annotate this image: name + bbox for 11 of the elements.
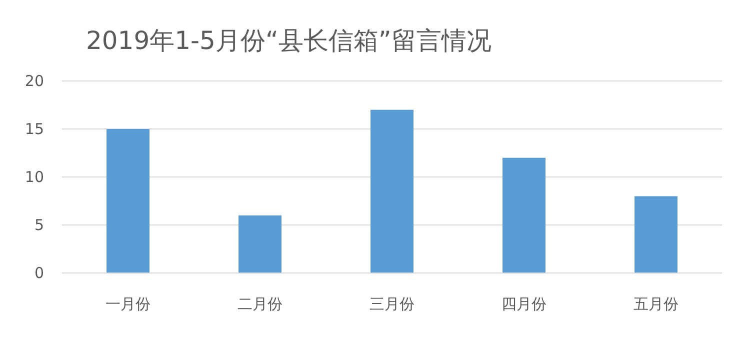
xtick: 二月份 [238, 295, 282, 313]
xtick: 四月份 [502, 295, 546, 313]
xtick: 五月份 [634, 295, 678, 313]
ytick: 5 [34, 216, 44, 234]
title: 2019年1-5月份“县长信箱”留言情况 [86, 26, 492, 55]
ytick: 20 [24, 72, 44, 90]
xtick: 三月份 [370, 295, 414, 313]
ytick: 15 [24, 120, 44, 138]
xtick: 一月份 [106, 295, 150, 313]
ytick: 0 [34, 264, 44, 282]
ytick: 10 [24, 168, 44, 186]
